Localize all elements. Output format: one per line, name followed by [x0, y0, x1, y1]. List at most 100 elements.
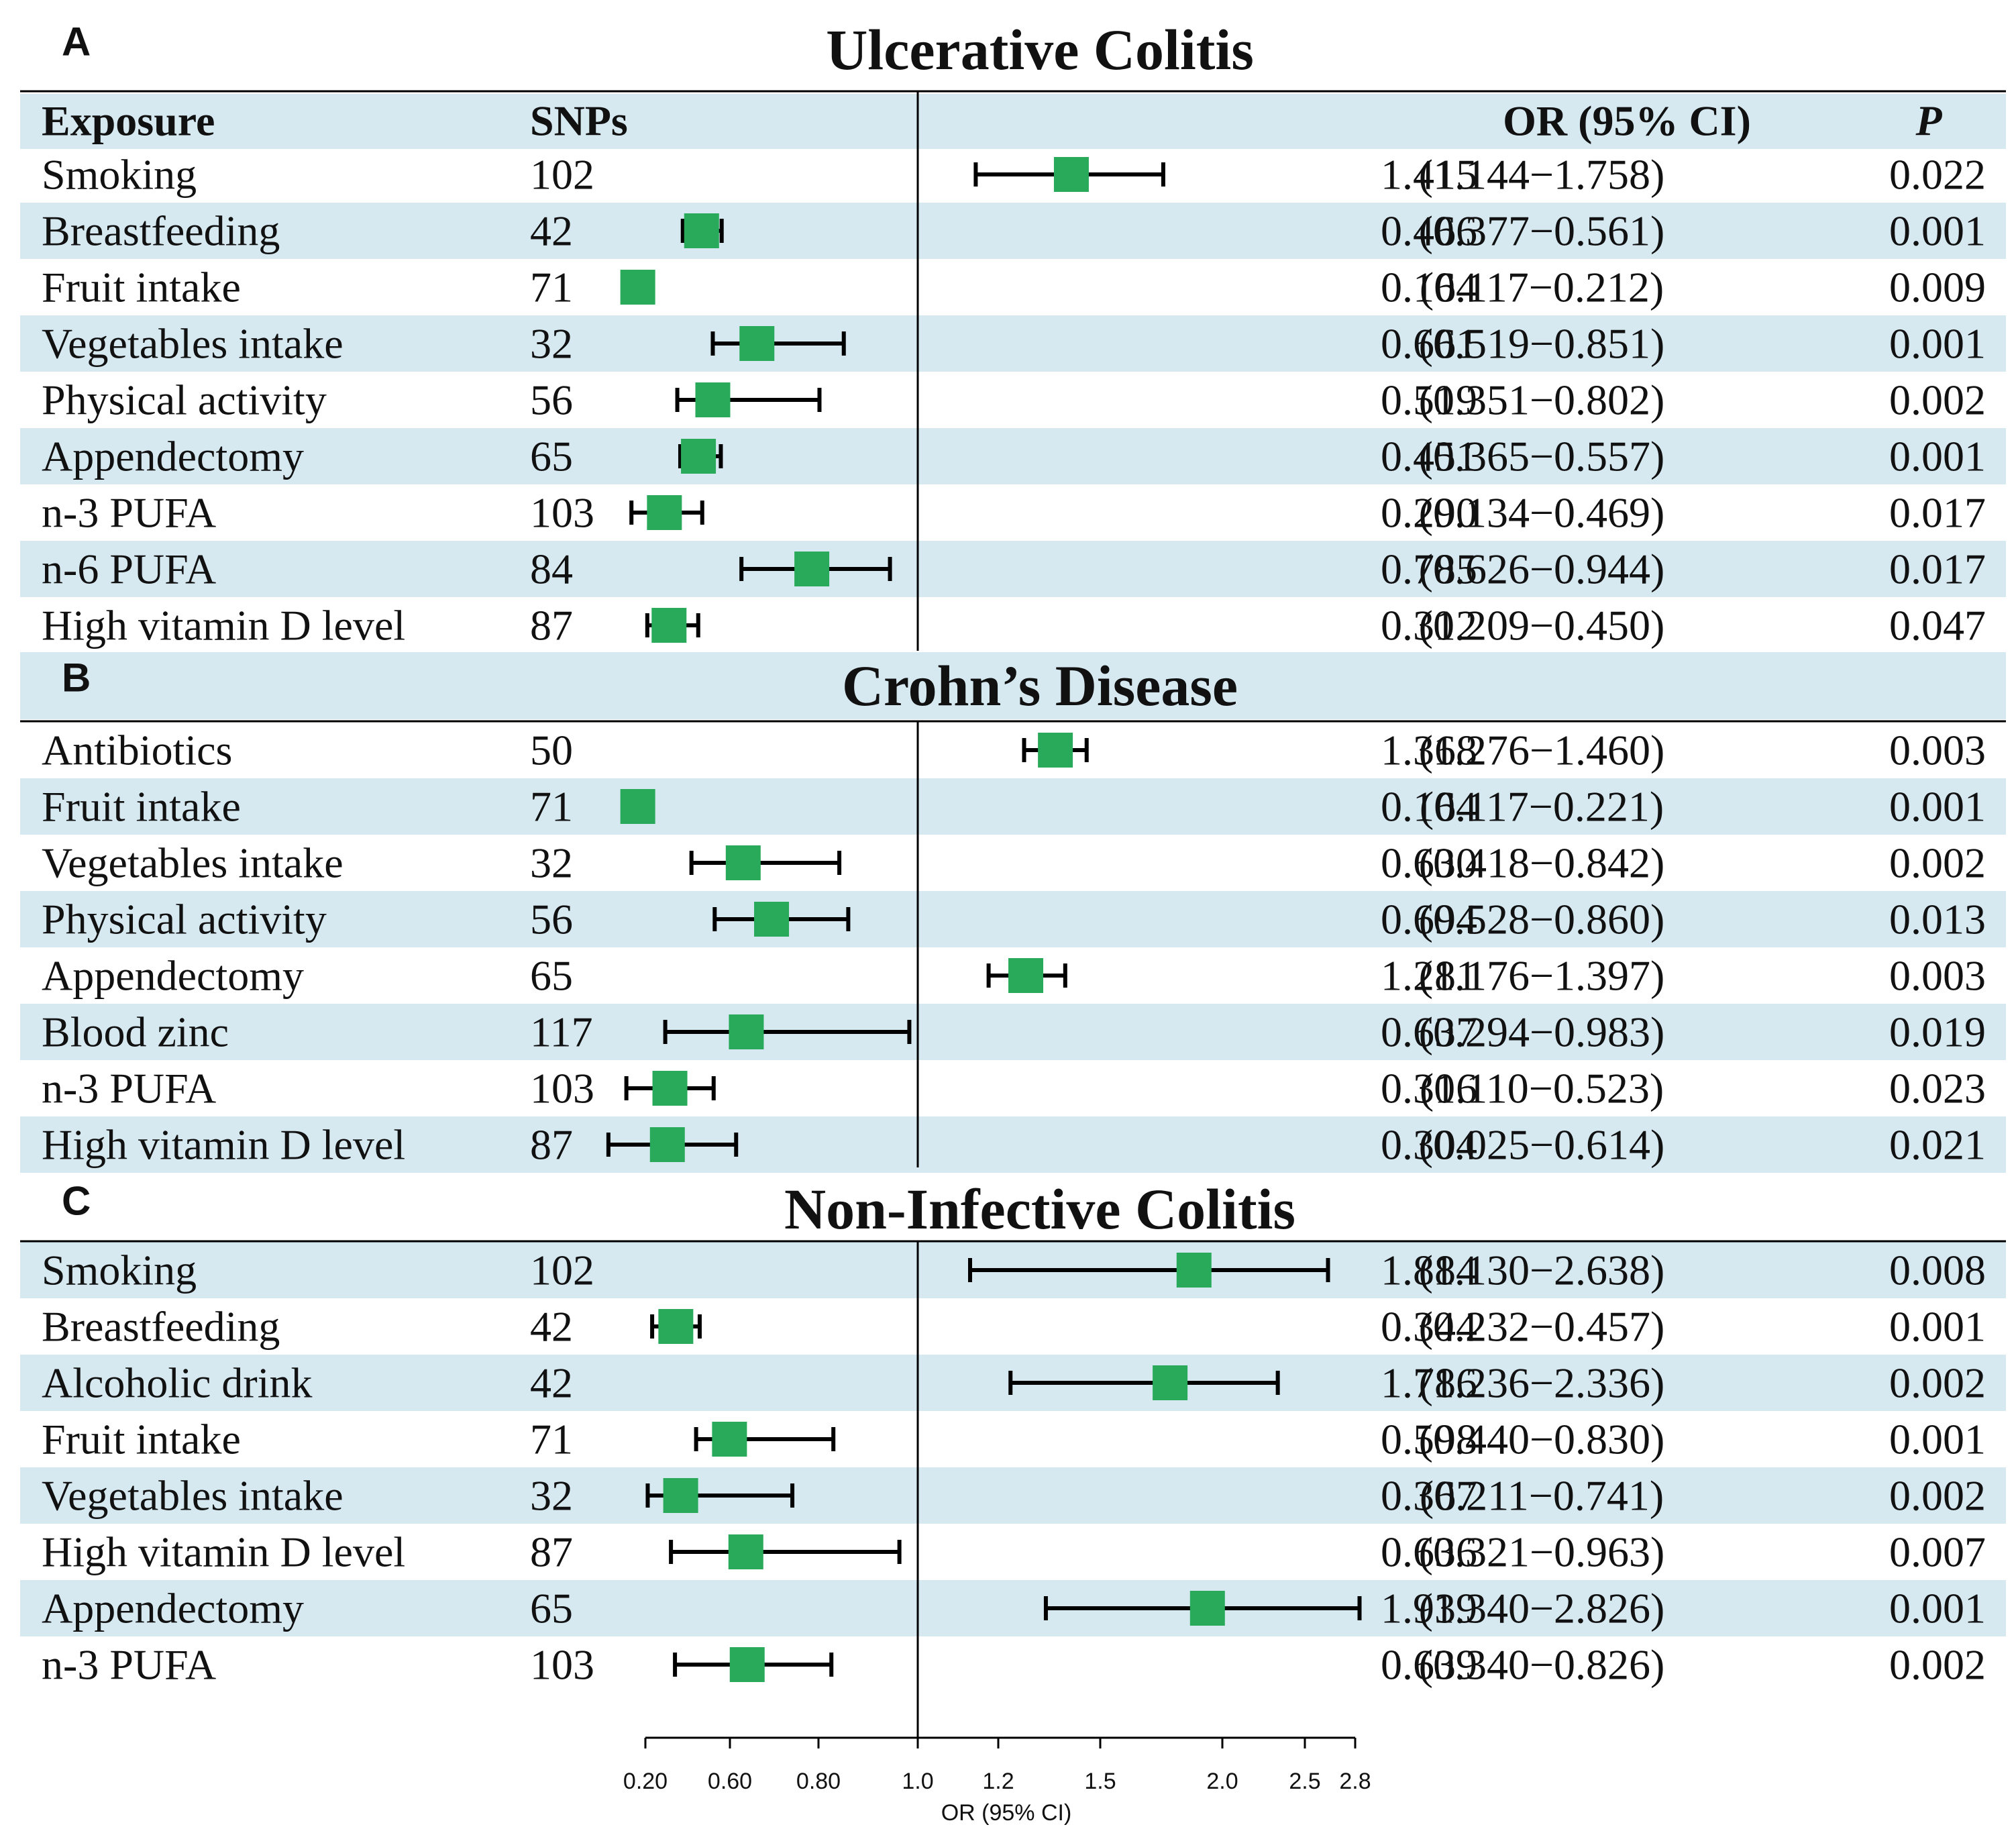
p-value: 0.001: [1889, 783, 1986, 831]
or-marker: [739, 326, 775, 361]
snp-count: 103: [530, 1065, 594, 1112]
ci-value: (1.144−1.758): [1419, 151, 1665, 199]
exposure-label: High vitamin D level: [42, 1528, 405, 1576]
p-value: 0.001: [1889, 1416, 1986, 1463]
snp-count: 50: [530, 727, 573, 774]
exposure-label: Appendectomy: [42, 952, 304, 1000]
or-value: 0.304: [1381, 1121, 1477, 1169]
or-value: 1.939: [1381, 1585, 1477, 1632]
row-band: [20, 315, 2006, 372]
p-value: 0.019: [1889, 1008, 1986, 1056]
or-value: 0.661: [1381, 320, 1477, 368]
p-value: 0.021: [1889, 1121, 1986, 1169]
ci-value: (1.130−2.638): [1419, 1247, 1665, 1294]
snp-count: 65: [530, 952, 573, 1000]
or-marker: [1053, 157, 1089, 192]
row-band: [20, 203, 2006, 259]
x-tick-label: 2.5: [1289, 1769, 1320, 1794]
or-marker: [1038, 733, 1073, 768]
or-marker: [684, 213, 719, 248]
or-marker: [649, 1127, 685, 1162]
or-marker: [1008, 958, 1044, 993]
snp-count: 71: [530, 264, 573, 311]
p-value: 0.001: [1889, 207, 1986, 255]
exposure-label: Vegetables intake: [42, 320, 343, 368]
x-tick-label: 2.8: [1339, 1769, 1371, 1794]
column-header-exposure: Exposure: [42, 97, 215, 145]
or-value: 0.316: [1381, 1065, 1477, 1112]
ci-value: (0.377−0.561): [1419, 207, 1665, 255]
snp-count: 32: [530, 839, 573, 887]
exposure-label: Smoking: [42, 151, 197, 199]
exposure-label: n-6 PUFA: [42, 545, 216, 593]
or-marker: [728, 1534, 763, 1569]
or-value: 1.884: [1381, 1247, 1477, 1294]
p-value: 0.023: [1889, 1065, 1986, 1112]
ci-value: (0.440−0.830): [1419, 1416, 1665, 1463]
or-marker: [658, 1309, 694, 1344]
p-value: 0.047: [1889, 602, 1986, 649]
or-marker: [681, 439, 717, 474]
row-band: [20, 891, 2006, 947]
snp-count: 71: [530, 783, 573, 831]
p-value: 0.001: [1889, 1585, 1986, 1632]
or-marker: [620, 789, 655, 824]
x-tick-label: 1.0: [902, 1769, 933, 1794]
exposure-label: Physical activity: [42, 376, 327, 424]
snp-count: 103: [530, 1641, 594, 1689]
or-marker: [651, 608, 687, 643]
p-value: 0.002: [1889, 376, 1986, 424]
snp-count: 87: [530, 1528, 573, 1576]
ci-value: (0.418−0.842): [1419, 839, 1665, 887]
header-band: [20, 94, 2006, 149]
exposure-label: Vegetables intake: [42, 839, 343, 887]
snp-count: 103: [530, 489, 594, 537]
or-value: 1.786: [1381, 1359, 1477, 1407]
or-value: 0.367: [1381, 1472, 1477, 1520]
p-value: 0.001: [1889, 1303, 1986, 1351]
or-marker: [712, 1422, 747, 1457]
snp-count: 42: [530, 1359, 573, 1407]
exposure-label: Fruit intake: [42, 1416, 241, 1463]
ci-value: (1.340−2.826): [1419, 1585, 1665, 1632]
snp-count: 87: [530, 602, 573, 649]
ci-value: (0.365−0.557): [1419, 433, 1665, 480]
or-value: 0.639: [1381, 1641, 1477, 1689]
exposure-label: High vitamin D level: [42, 1121, 405, 1169]
ci-value: (0.134−0.469): [1419, 489, 1665, 537]
p-value: 0.001: [1889, 320, 1986, 368]
exposure-label: Antibiotics: [42, 727, 232, 774]
ci-value: (0.211−0.741): [1420, 1472, 1664, 1520]
ci-value: (0.528−0.860): [1419, 896, 1665, 943]
or-value: 0.451: [1381, 433, 1477, 480]
panel-letter: A: [62, 19, 91, 64]
or-value: 0.312: [1381, 602, 1477, 649]
snp-count: 87: [530, 1121, 573, 1169]
or-marker: [620, 270, 655, 305]
p-value: 0.017: [1889, 489, 1986, 537]
or-value: 0.630: [1381, 839, 1477, 887]
exposure-label: Appendectomy: [42, 433, 304, 480]
panel-letter: C: [62, 1179, 91, 1224]
x-axis-title: OR (95% CI): [941, 1800, 1072, 1826]
exposure-label: Blood zinc: [42, 1008, 229, 1056]
p-value: 0.001: [1889, 433, 1986, 480]
snp-count: 102: [530, 151, 594, 199]
exposure-label: Appendectomy: [42, 1585, 304, 1632]
p-value: 0.009: [1889, 264, 1986, 311]
ci-value: (0.340−0.826): [1419, 1641, 1665, 1689]
or-marker: [725, 845, 761, 880]
or-value: 0.344: [1381, 1303, 1477, 1351]
or-marker: [695, 382, 731, 417]
ci-value: (1.236−2.336): [1419, 1359, 1665, 1407]
ci-value: (0.321−0.963): [1419, 1528, 1665, 1576]
x-tick-label: 0.80: [796, 1769, 841, 1794]
snp-count: 117: [530, 1008, 593, 1056]
x-tick-label: 0.60: [708, 1769, 752, 1794]
or-marker: [1189, 1591, 1225, 1626]
or-marker: [652, 1071, 688, 1106]
ci-value: (1.176−1.397): [1419, 952, 1665, 1000]
p-value: 0.007: [1889, 1528, 1986, 1576]
row-band: [20, 428, 2006, 484]
